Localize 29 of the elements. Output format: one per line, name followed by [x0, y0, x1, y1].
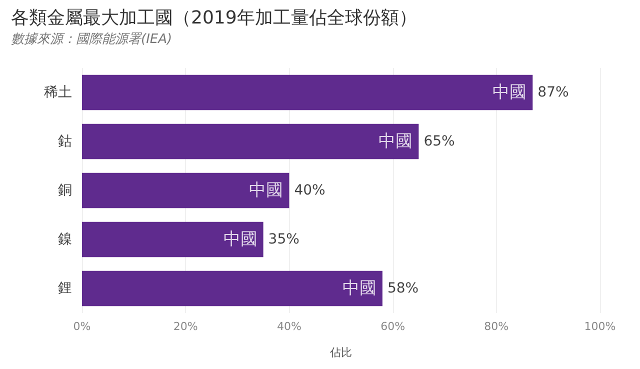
bar — [82, 124, 419, 160]
data-label: 87% — [538, 84, 569, 100]
annotation: 中國 — [492, 82, 527, 102]
y-tick-label: 鋰 — [58, 280, 72, 296]
bar — [82, 74, 533, 110]
bar — [82, 222, 264, 258]
y-tick-label: 稀土 — [44, 84, 72, 100]
x-tick-label: 100% — [584, 320, 616, 333]
x-tick-label: 60% — [380, 320, 406, 333]
bar — [82, 270, 382, 306]
annotation: 中國 — [378, 132, 413, 152]
x-axis-title: 佔比 — [329, 346, 352, 359]
annotation: 中國 — [223, 230, 258, 250]
x-tick-label: 0% — [73, 320, 91, 333]
x-tick-label: 20% — [173, 320, 198, 333]
data-label: 65% — [424, 134, 455, 150]
data-label: 35% — [268, 232, 300, 248]
y-tick-label: 鎳 — [58, 232, 72, 248]
bar — [82, 172, 290, 208]
x-tick-label: 40% — [276, 320, 302, 333]
x-tick-label: 80% — [484, 320, 509, 333]
data-label: 40% — [294, 182, 326, 198]
data-label: 58% — [387, 280, 419, 296]
annotation: 中國 — [342, 278, 376, 298]
chart-title: 各類金屬最大加工國（2019年加工量佔全球份額） — [11, 8, 417, 28]
y-tick-label: 鈷 — [58, 134, 72, 150]
chart-subtitle: 數據來源：國際能源署(IEA) — [11, 32, 172, 47]
annotation: 中國 — [249, 180, 284, 200]
y-tick-label: 銅 — [58, 182, 72, 198]
